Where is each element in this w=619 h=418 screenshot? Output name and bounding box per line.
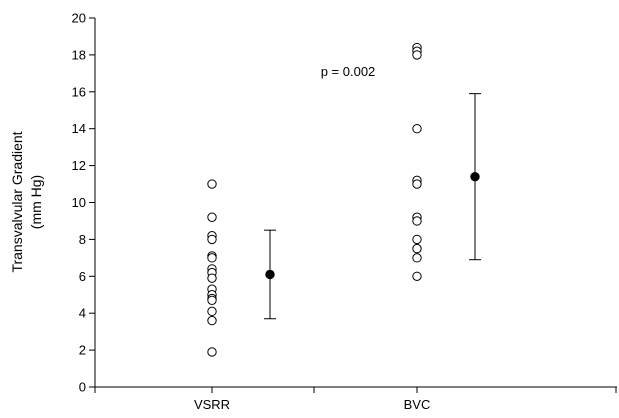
y-ticks: 0 2 4 6 8 10 12 14 16 18 20	[72, 11, 95, 395]
data-point-bvc	[412, 234, 422, 245]
data-point-vsrr	[207, 306, 217, 317]
data-points	[207, 42, 422, 357]
x-tick-label-bvc: BVC	[404, 397, 431, 412]
y-tick-label: 12	[72, 158, 86, 173]
data-point-bvc	[412, 179, 422, 189]
y-tick-label: 20	[72, 11, 86, 26]
data-point-vsrr	[207, 315, 217, 326]
mean-markers	[265, 171, 480, 280]
data-point-bvc	[412, 253, 422, 263]
y-tick-label: 6	[79, 269, 86, 284]
y-axis-title-line-1: Transvalvular Gradient	[9, 131, 25, 272]
error-bars	[264, 93, 481, 320]
data-point-bvc	[412, 243, 422, 254]
data-point-vsrr	[207, 347, 217, 357]
data-point-vsrr	[207, 234, 217, 245]
y-tick-label: 8	[79, 232, 86, 247]
data-point-vsrr	[207, 179, 217, 189]
y-tick-label: 16	[72, 84, 86, 99]
data-point-vsrr	[207, 253, 217, 263]
data-point-bvc	[412, 124, 422, 134]
x-ticks: VSRR BVC	[94, 387, 617, 412]
y-tick-label: 2	[79, 343, 86, 358]
data-point-bvc	[412, 216, 422, 226]
data-point-vsrr	[207, 273, 217, 283]
data-point-bvc	[412, 271, 422, 281]
y-tick-label: 18	[72, 47, 86, 62]
x-tick-label-vsrr: VSRR	[194, 397, 230, 412]
y-tick-label: 14	[72, 121, 86, 136]
data-point-vsrr	[207, 295, 217, 305]
data-point-bvc	[412, 50, 422, 60]
mean-marker-bvc	[470, 171, 480, 182]
y-tick-label: 4	[79, 306, 86, 321]
mean-marker-vsrr	[265, 269, 275, 280]
p-value-annotation: p = 0.002	[321, 64, 376, 79]
y-tick-label: 10	[72, 195, 86, 210]
y-axis-title-line-2: (mm Hg)	[28, 175, 44, 229]
y-tick-label: 0	[79, 380, 86, 395]
data-point-vsrr	[207, 212, 217, 222]
